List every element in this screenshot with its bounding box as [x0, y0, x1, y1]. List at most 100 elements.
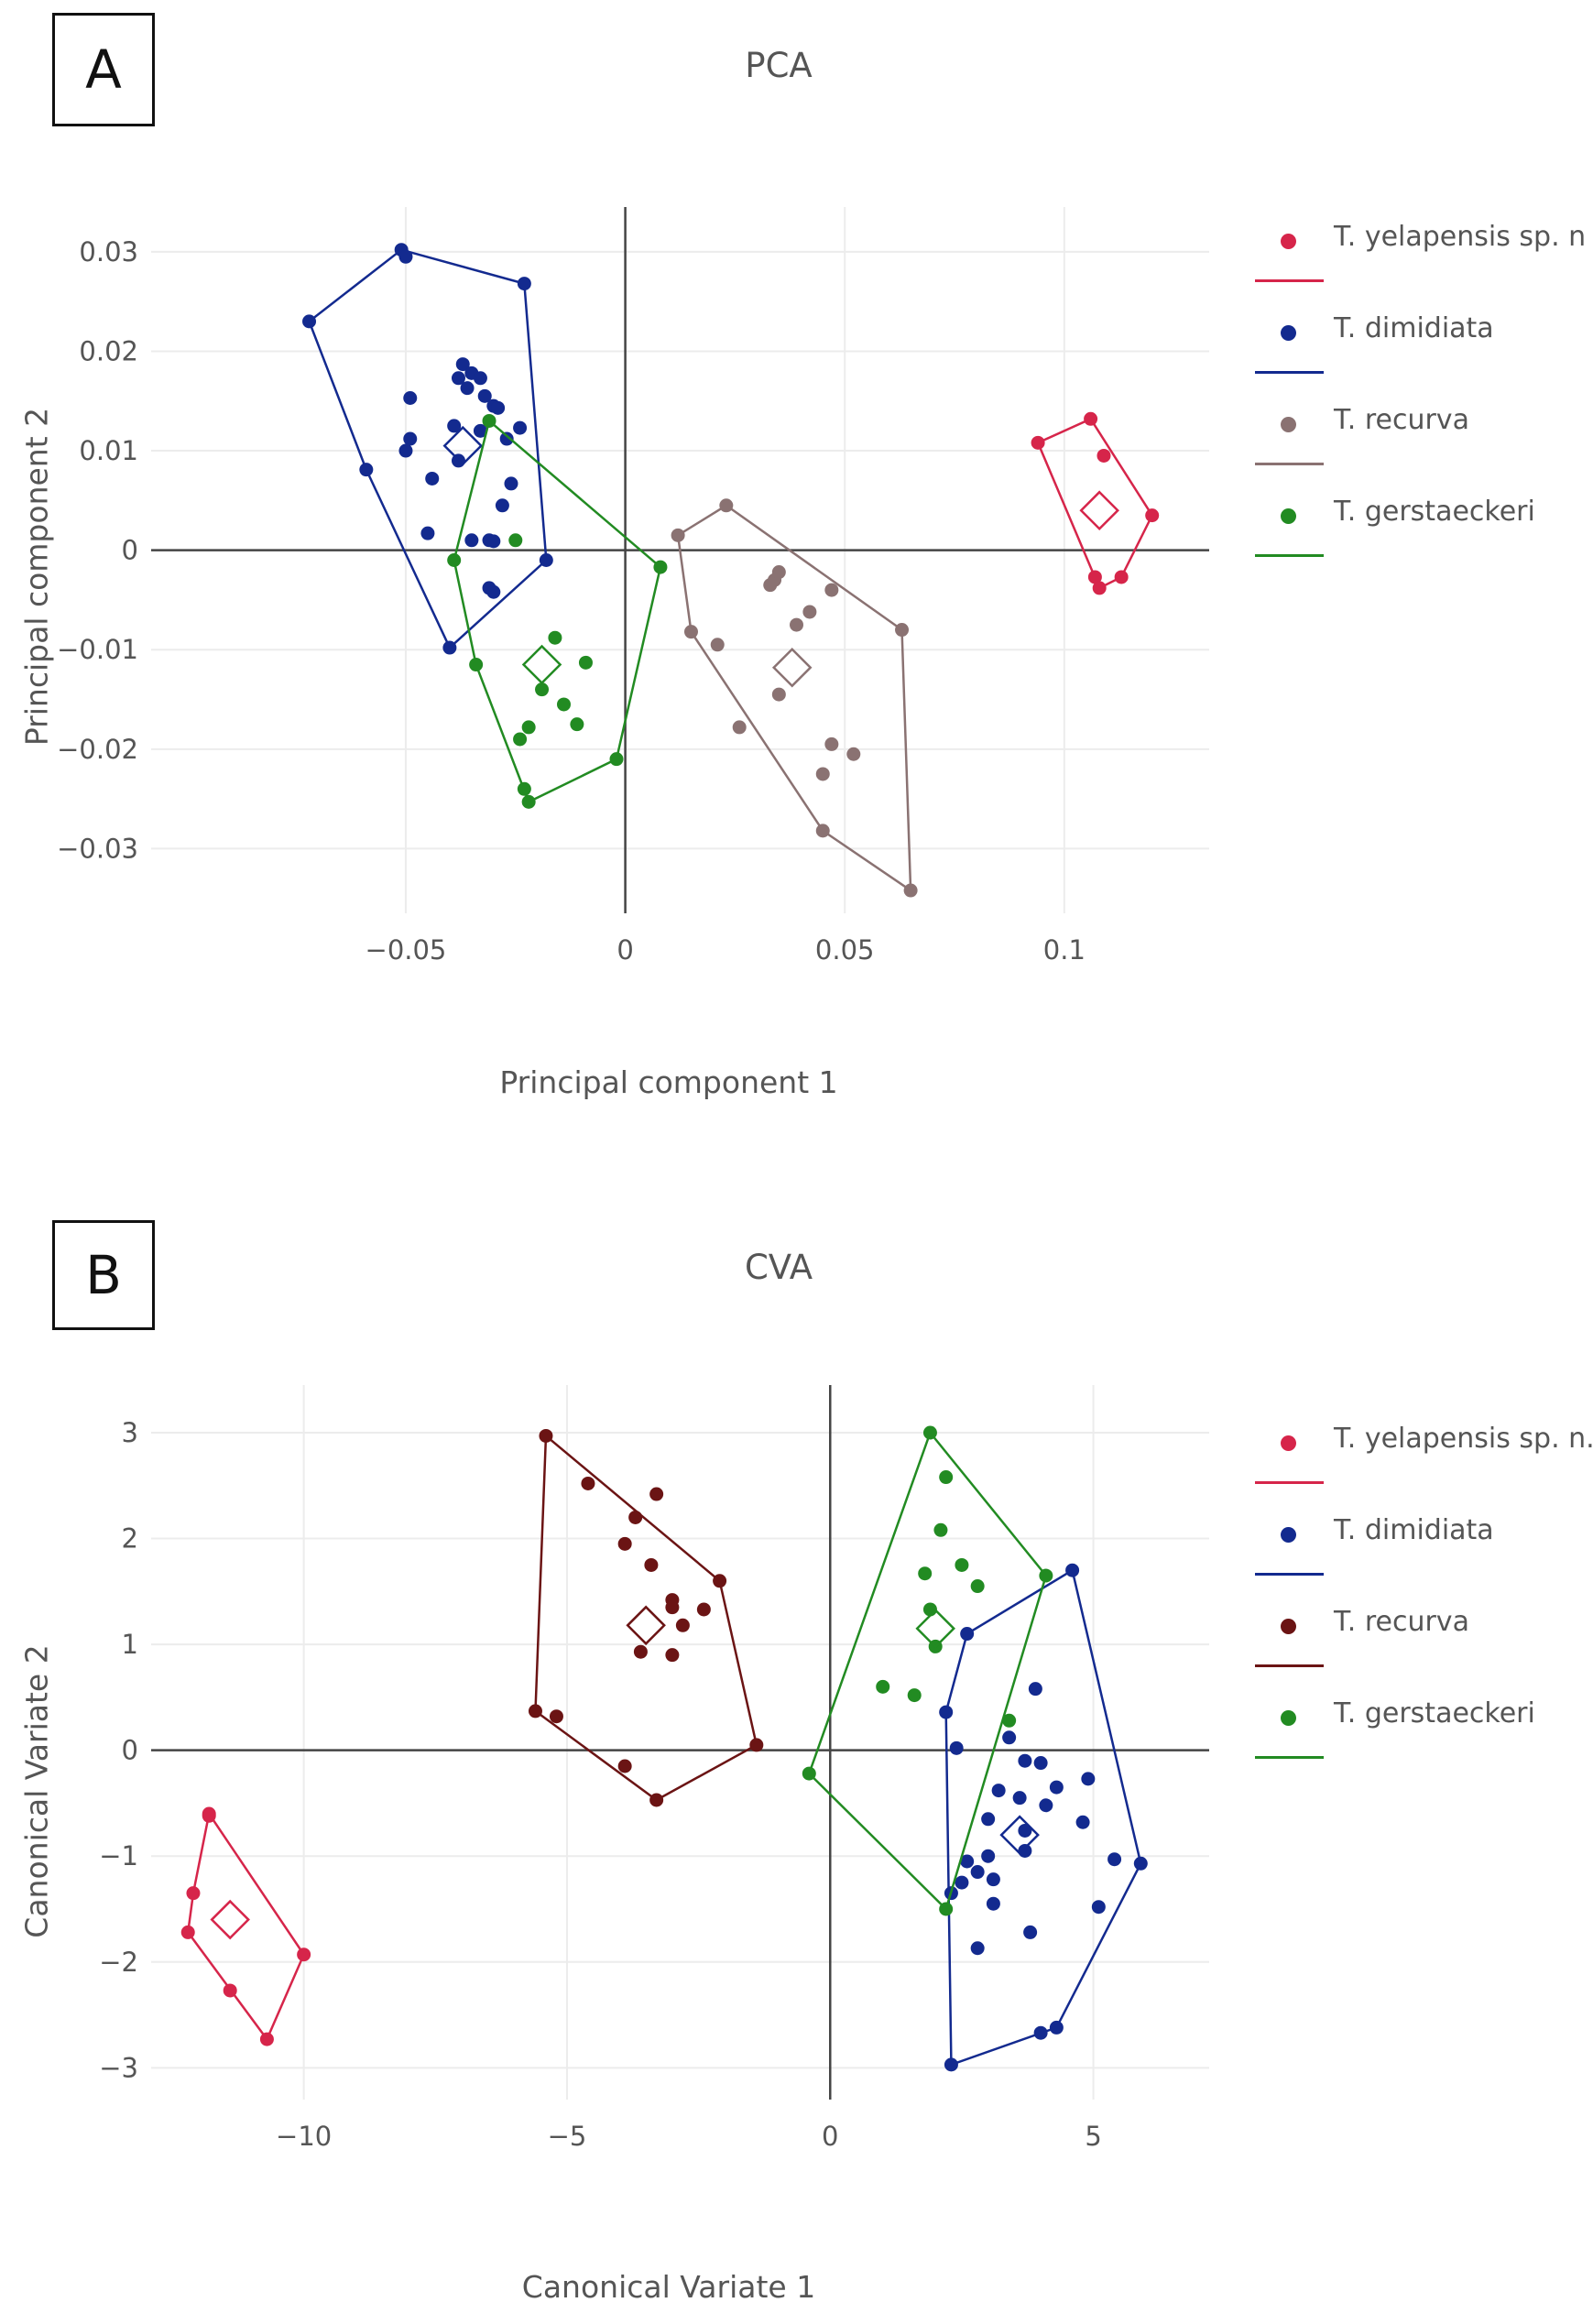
data-point[interactable]	[1039, 1798, 1053, 1813]
data-point[interactable]	[939, 1705, 954, 1719]
data-point[interactable]	[986, 1896, 1000, 1911]
data-point[interactable]	[675, 1618, 690, 1632]
data-point[interactable]	[578, 655, 593, 670]
data-point[interactable]	[186, 1886, 201, 1901]
data-point[interactable]	[548, 630, 562, 645]
data-point[interactable]	[477, 388, 492, 403]
data-point[interactable]	[824, 583, 839, 597]
data-point[interactable]	[713, 1574, 727, 1588]
data-point[interactable]	[455, 357, 470, 372]
data-point[interactable]	[535, 682, 550, 697]
data-point[interactable]	[970, 1865, 985, 1880]
data-point[interactable]	[517, 781, 531, 796]
data-point[interactable]	[521, 720, 536, 735]
data-point[interactable]	[683, 625, 698, 639]
data-point[interactable]	[202, 1808, 216, 1823]
data-point[interactable]	[719, 498, 734, 513]
data-point[interactable]	[1049, 2020, 1064, 2035]
data-point[interactable]	[403, 431, 418, 446]
data-point[interactable]	[922, 1425, 937, 1440]
data-point[interactable]	[1033, 1756, 1048, 1771]
data-point[interactable]	[749, 1738, 764, 1752]
data-point[interactable]	[398, 249, 413, 264]
data-point[interactable]	[1039, 1568, 1053, 1583]
data-point[interactable]	[710, 638, 725, 652]
data-point[interactable]	[1018, 1843, 1032, 1858]
data-point[interactable]	[903, 883, 918, 898]
data-point[interactable]	[665, 1600, 680, 1615]
data-point[interactable]	[649, 1793, 664, 1807]
data-point[interactable]	[1087, 570, 1102, 584]
data-point[interactable]	[918, 1566, 933, 1581]
data-point[interactable]	[513, 732, 528, 747]
data-point[interactable]	[991, 1784, 1006, 1798]
legend-item[interactable]: T. gerstaeckeri	[1255, 490, 1585, 582]
data-point[interactable]	[981, 1812, 996, 1827]
data-point[interactable]	[633, 1644, 648, 1659]
data-point[interactable]	[1133, 1856, 1148, 1871]
data-point[interactable]	[802, 605, 817, 619]
data-point[interactable]	[521, 794, 536, 809]
data-point[interactable]	[1028, 1682, 1042, 1697]
data-point[interactable]	[539, 1428, 553, 1443]
data-point[interactable]	[846, 747, 861, 761]
data-point[interactable]	[1081, 1772, 1096, 1786]
data-point[interactable]	[895, 623, 910, 638]
data-point[interactable]	[447, 419, 462, 433]
data-point[interactable]	[508, 533, 523, 548]
data-point[interactable]	[359, 463, 374, 477]
data-point[interactable]	[513, 420, 528, 435]
data-point[interactable]	[451, 371, 465, 386]
data-point[interactable]	[469, 658, 484, 672]
data-point[interactable]	[259, 2032, 274, 2046]
data-point[interactable]	[442, 640, 457, 655]
data-point[interactable]	[1092, 581, 1107, 595]
data-point[interactable]	[955, 1557, 969, 1572]
data-point[interactable]	[491, 400, 506, 415]
data-point[interactable]	[939, 1902, 954, 1916]
data-point[interactable]	[570, 717, 584, 732]
data-point[interactable]	[960, 1854, 975, 1869]
data-point[interactable]	[1145, 508, 1160, 523]
data-point[interactable]	[933, 1522, 948, 1537]
data-point[interactable]	[486, 534, 501, 549]
data-point[interactable]	[447, 553, 462, 567]
data-point[interactable]	[1033, 2025, 1048, 2040]
data-point[interactable]	[539, 553, 553, 567]
data-point[interactable]	[556, 697, 571, 712]
data-point[interactable]	[732, 720, 747, 735]
data-point[interactable]	[473, 371, 487, 386]
data-point[interactable]	[1031, 435, 1045, 450]
data-point[interactable]	[549, 1709, 563, 1724]
data-point[interactable]	[949, 1740, 964, 1755]
data-point[interactable]	[1097, 448, 1111, 463]
data-point[interactable]	[617, 1759, 632, 1773]
data-point[interactable]	[1049, 1780, 1064, 1795]
data-point[interactable]	[763, 578, 778, 593]
data-point[interactable]	[671, 528, 685, 542]
data-point[interactable]	[473, 423, 487, 438]
data-point[interactable]	[907, 1688, 922, 1703]
data-point[interactable]	[482, 413, 496, 428]
data-point[interactable]	[1114, 570, 1129, 584]
data-point[interactable]	[1075, 1815, 1090, 1829]
data-point[interactable]	[955, 1875, 969, 1890]
data-point[interactable]	[1023, 1925, 1038, 1939]
data-point[interactable]	[297, 1948, 311, 1962]
data-point[interactable]	[581, 1476, 595, 1490]
legend-item[interactable]: T. recurva	[1255, 398, 1585, 490]
data-point[interactable]	[1012, 1791, 1027, 1806]
data-point[interactable]	[644, 1557, 659, 1572]
data-point[interactable]	[815, 767, 830, 781]
data-point[interactable]	[944, 2057, 958, 2072]
data-point[interactable]	[398, 443, 413, 458]
legend-item[interactable]: T. gerstaeckeri	[1255, 1692, 1585, 1784]
data-point[interactable]	[1084, 411, 1098, 426]
data-point[interactable]	[771, 687, 786, 702]
data-point[interactable]	[628, 1510, 643, 1524]
data-point[interactable]	[609, 752, 624, 767]
legend-item[interactable]: T. dimidiata	[1255, 307, 1585, 398]
data-point[interactable]	[696, 1602, 711, 1617]
data-point[interactable]	[499, 431, 514, 446]
data-point[interactable]	[504, 476, 518, 491]
